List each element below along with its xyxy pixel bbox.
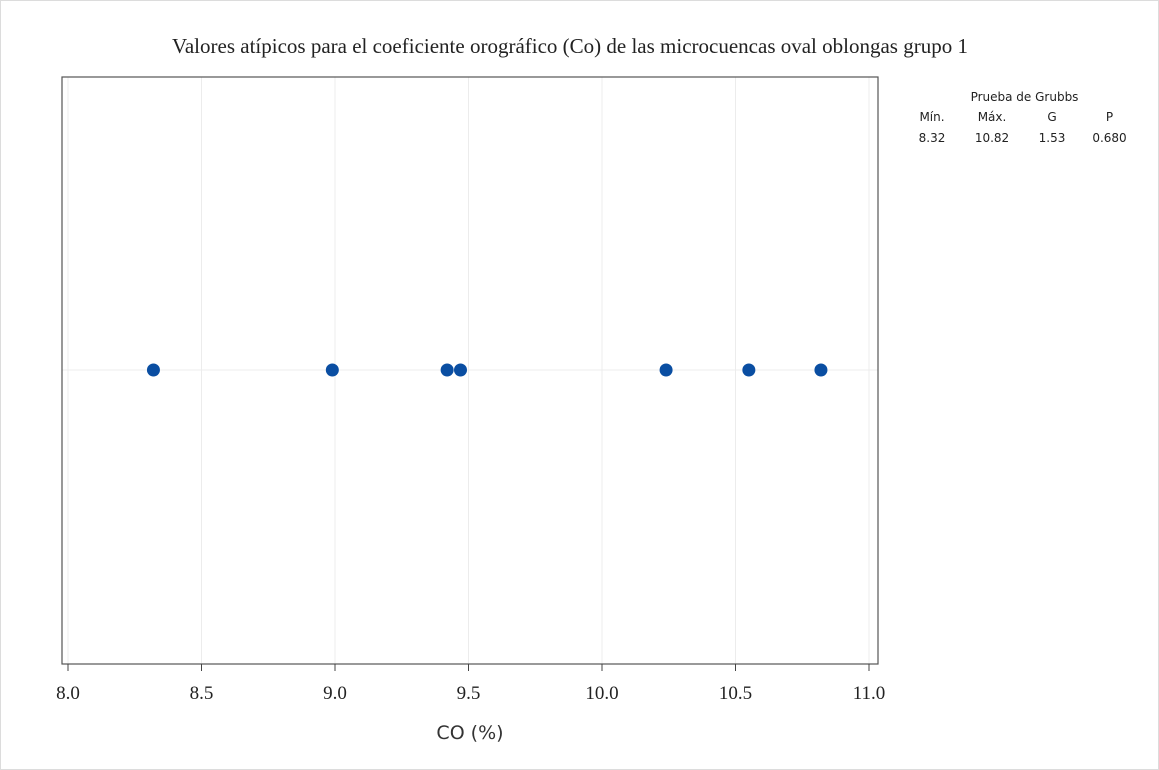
chart-title: Valores atípicos para el coeficiente oro… [172,34,968,58]
x-axis-label: CO (%) [436,722,504,744]
data-point [440,363,454,377]
grubbs-value-p: 0.680 [1092,131,1127,145]
data-point [742,363,756,377]
data-point [814,363,828,377]
x-tick-label: 8.5 [190,683,214,704]
x-tick-label: 9.0 [323,683,347,704]
x-tick-label: 10.0 [585,683,618,704]
grubbs-value-max: 10.82 [974,131,1010,145]
data-points [146,363,828,377]
x-tick-label: 11.0 [853,683,886,704]
x-tick-label: 9.5 [457,683,481,704]
grubbs-header-min: Mín. [919,110,945,124]
grubbs-test-table: Prueba de Grubbs Mín. Máx. G P 8.32 10.8… [912,90,1137,152]
grubbs-header-row: Mín. Máx. G P [912,110,1137,124]
data-point [146,363,160,377]
grubbs-header-max: Máx. [977,110,1007,124]
data-point [453,363,467,377]
grubbs-header-g: G [1047,110,1057,124]
gridlines [62,77,878,664]
x-axis-ticks: 8.0 8.5 9.0 9.5 10.0 10.5 11.0 [56,664,885,704]
x-tick-label: 10.5 [719,683,752,704]
grubbs-value-min: 8.32 [918,131,946,145]
data-point [325,363,339,377]
grubbs-title: Prueba de Grubbs [970,90,1079,104]
x-tick-label: 8.0 [56,683,80,704]
plot-border [61,76,879,665]
grubbs-value-row: 8.32 10.82 1.53 0.680 [912,131,1137,145]
grubbs-value-g: 1.53 [1038,131,1066,145]
grubbs-header-p: P [1105,110,1114,124]
data-point [659,363,673,377]
